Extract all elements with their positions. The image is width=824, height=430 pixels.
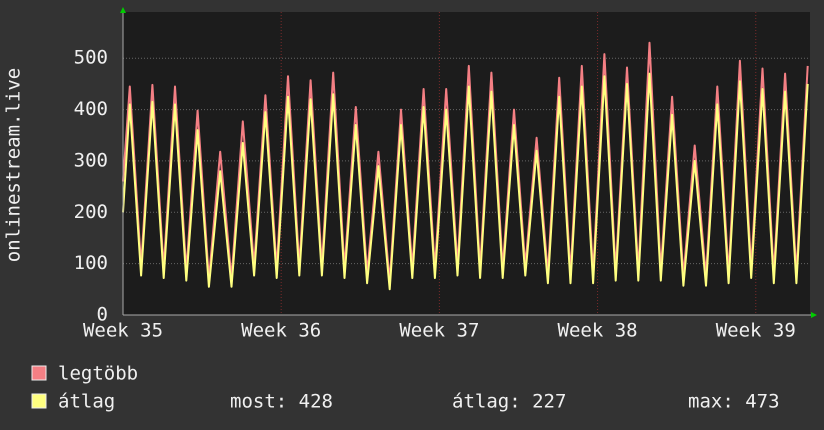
- y-tick-label: 0: [97, 304, 108, 326]
- x-tick-label: Week 39: [716, 320, 796, 342]
- x-tick-label: Week 38: [558, 320, 638, 342]
- series-line: [122, 72, 809, 291]
- axis-arrow: [811, 312, 817, 318]
- legend-stat: átlag: 227: [452, 391, 566, 413]
- y-tick-label: 500: [74, 47, 108, 69]
- x-tick-label: Week 37: [399, 320, 479, 342]
- y-tick-label: 300: [74, 149, 108, 171]
- legend-stat: max: 473: [688, 391, 780, 413]
- legend-stat: most: 428: [230, 391, 333, 413]
- y-tick-label: 200: [74, 201, 108, 223]
- y-axis-label: onlinestream.live: [3, 68, 25, 262]
- x-tick-label: Week 35: [83, 320, 163, 342]
- y-tick-label: 400: [74, 98, 108, 120]
- x-tick-label: Week 36: [241, 320, 321, 342]
- lines: [122, 41, 809, 291]
- legend-label: átlag: [58, 391, 115, 413]
- legend-swatch: [31, 393, 47, 409]
- axis-arrow: [120, 7, 126, 13]
- legend-swatch: [31, 365, 47, 381]
- legend-label: legtöbb: [58, 363, 138, 385]
- y-tick-label: 100: [74, 252, 108, 274]
- legend: legtöbb átlag most: 428 átlag: 227 max: 473: [31, 363, 780, 413]
